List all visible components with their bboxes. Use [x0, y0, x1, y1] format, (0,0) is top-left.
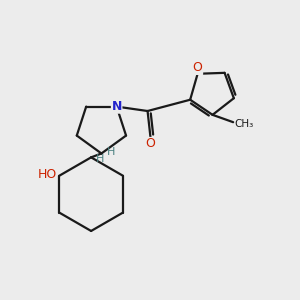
Text: N: N: [112, 100, 122, 113]
Text: H: H: [95, 154, 104, 164]
Text: O: O: [193, 61, 202, 74]
Text: O: O: [146, 137, 155, 151]
Text: CH₃: CH₃: [235, 119, 254, 129]
Text: H: H: [107, 147, 115, 157]
Text: HO: HO: [38, 168, 57, 181]
